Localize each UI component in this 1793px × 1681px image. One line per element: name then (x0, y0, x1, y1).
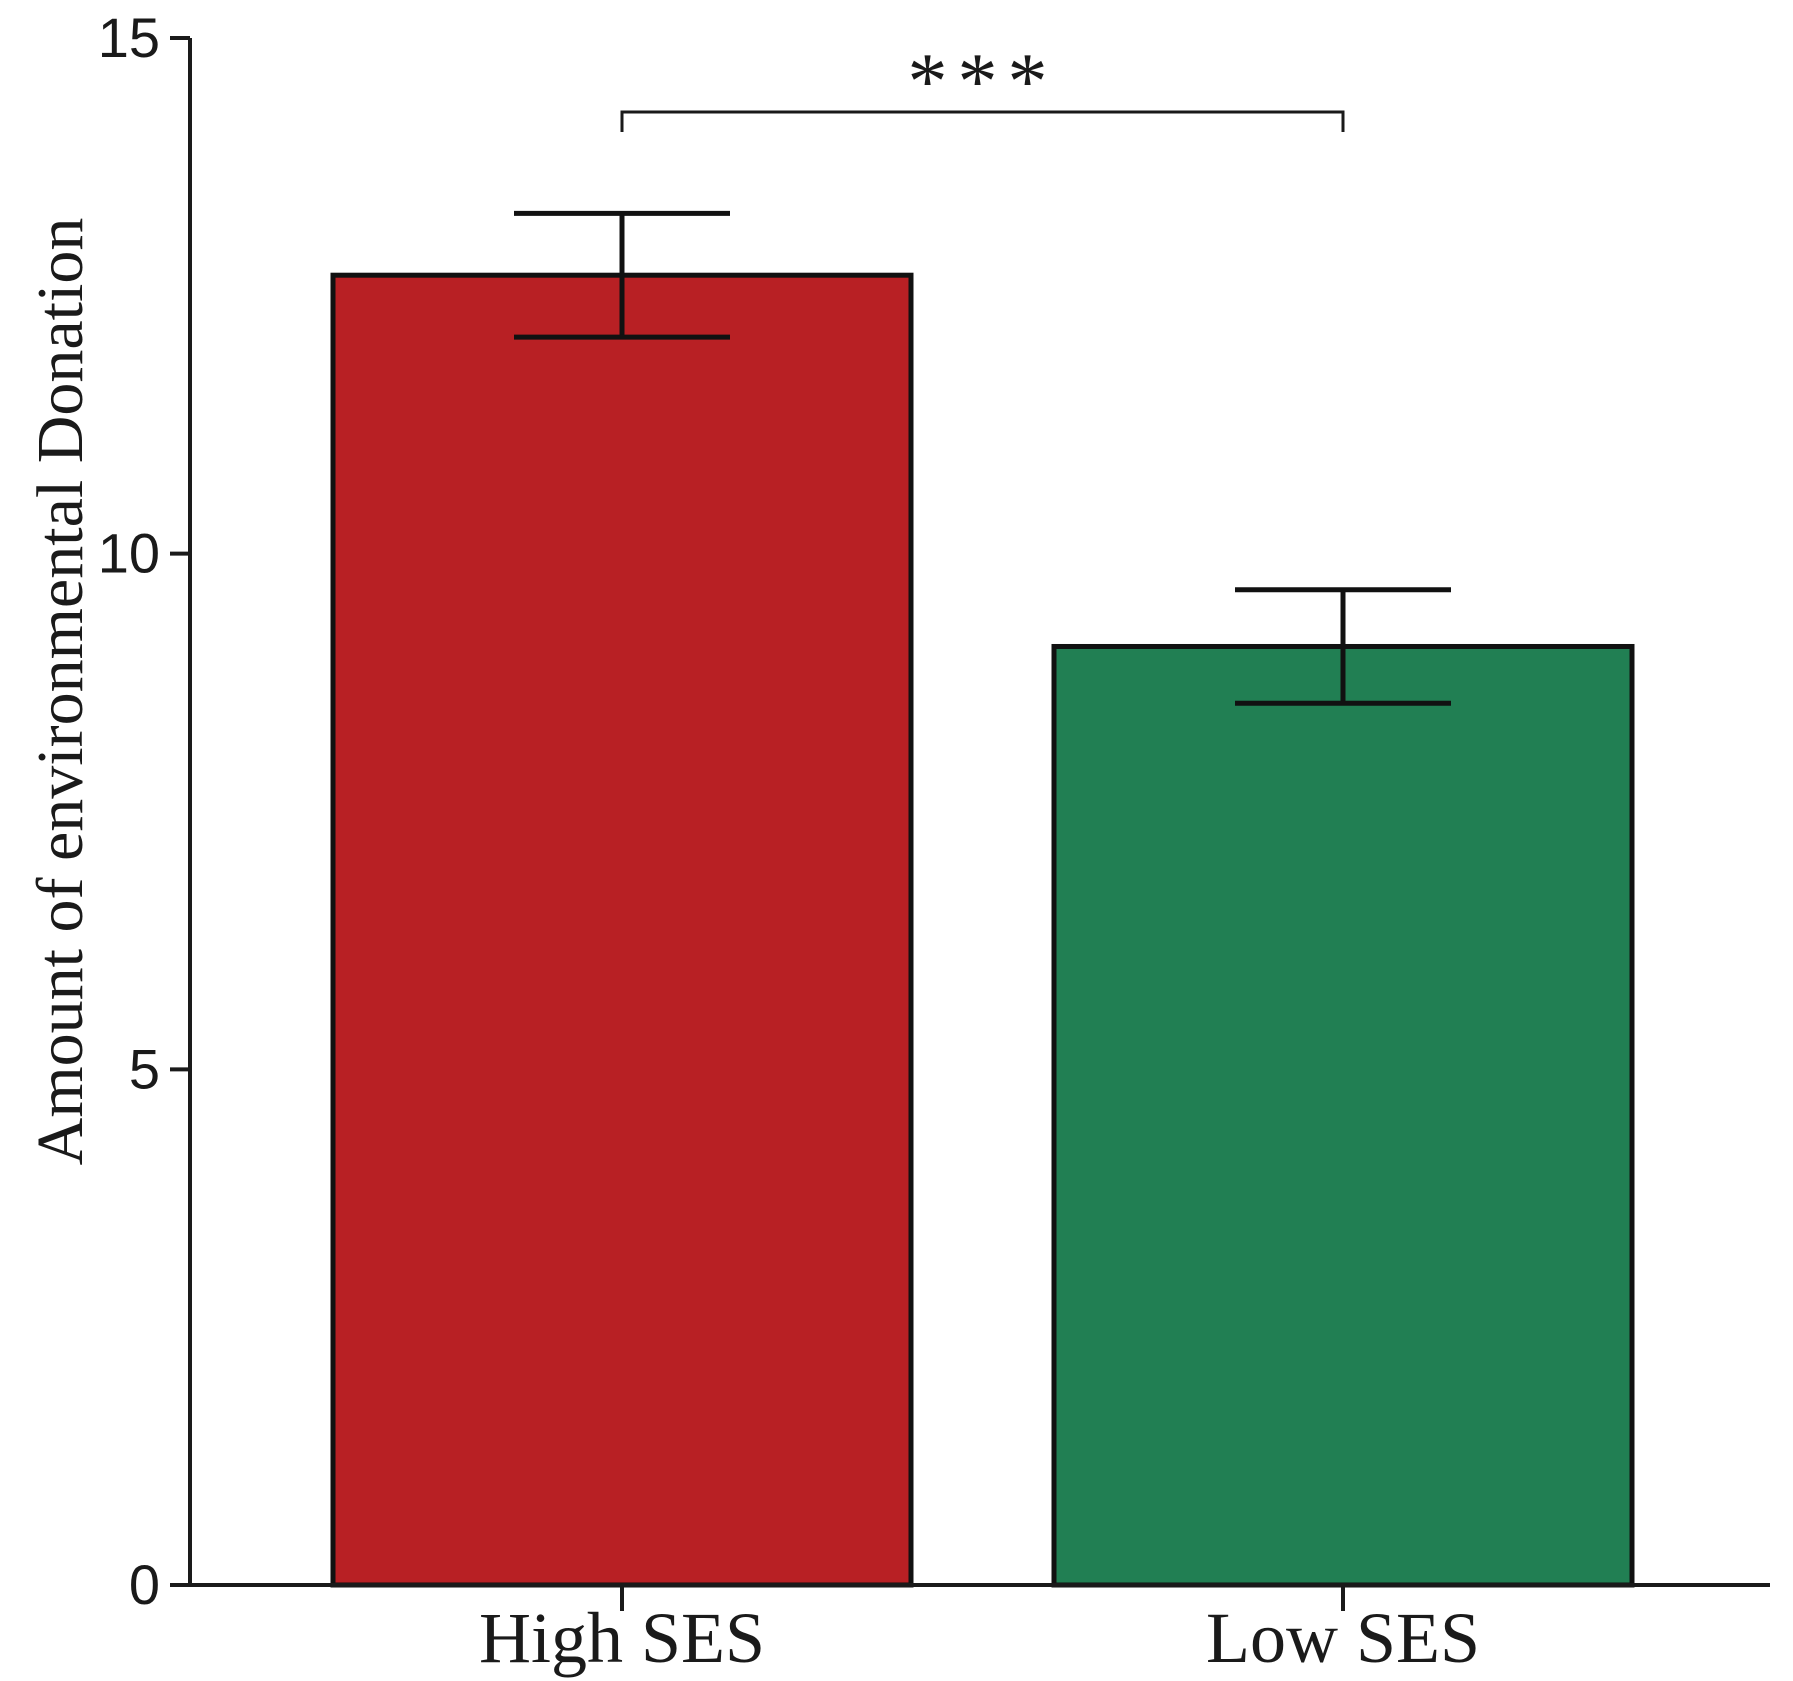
significance-bracket (620, 110, 1345, 132)
bars-layer (330, 272, 1635, 1588)
error-bars-layer (514, 210, 1451, 706)
significance-label: *** (908, 38, 1058, 126)
x-tick-label: Low SES (1206, 1598, 1480, 1678)
ticks-layer: 0 5 10 15 High SES Low SES (98, 6, 1480, 1678)
bar-low-ses (1051, 643, 1635, 1588)
y-axis-title: Amount of environmental Donation (24, 218, 97, 1166)
error-bar-low-ses (1235, 587, 1451, 706)
bar-high-ses (330, 272, 914, 1588)
y-tick-label: 10 (98, 522, 160, 585)
significance-layer: *** (620, 38, 1345, 132)
y-tick-label: 5 (129, 1037, 160, 1100)
axes-layer (188, 38, 1770, 1587)
error-bar-high-ses (514, 210, 730, 340)
y-tick-label: 15 (98, 6, 160, 69)
y-tick-label: 0 (129, 1553, 160, 1616)
x-tick-label: High SES (479, 1598, 765, 1678)
